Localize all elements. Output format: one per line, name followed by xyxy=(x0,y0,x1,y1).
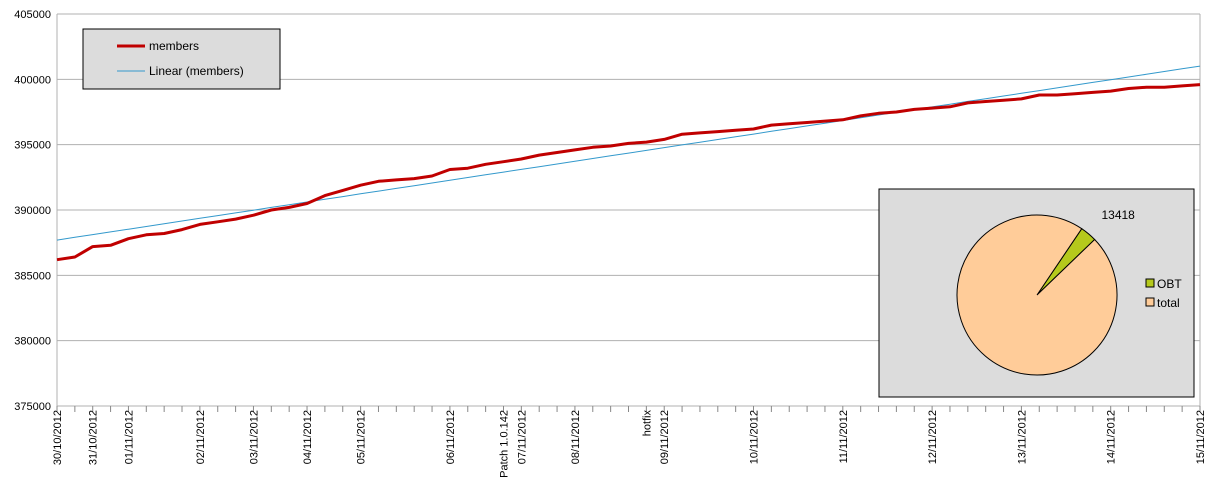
y-tick-label: 390000 xyxy=(14,205,51,217)
line-series xyxy=(56,83,1201,262)
x-tick-label: 10/11/2012 xyxy=(749,410,761,464)
x-tick-label: 02/11/2012 xyxy=(195,410,207,464)
x-tick-label: 05/11/2012 xyxy=(356,410,368,464)
y-tick-label: 405000 xyxy=(14,9,51,21)
x-tick-label: 14/11/2012 xyxy=(1106,410,1118,464)
legend-label: OBT xyxy=(1157,277,1182,291)
y-tick-label: 400000 xyxy=(14,74,51,86)
legend-label: members xyxy=(149,39,199,53)
x-tick-label: 31/10/2012 xyxy=(88,410,100,465)
x-tick-label: 12/11/2012 xyxy=(927,410,939,464)
x-tick-label: 03/11/2012 xyxy=(248,410,260,464)
legend-swatch xyxy=(1145,278,1155,288)
data-label: 13418 xyxy=(1101,208,1135,222)
legend-label: total xyxy=(1157,296,1180,310)
x-tick-label: 11/11/2012 xyxy=(838,410,850,463)
y-tick-label: 375000 xyxy=(14,401,51,413)
x-tick-label: 04/11/2012 xyxy=(302,410,314,464)
x-tick-label: 08/11/2012 xyxy=(570,410,582,464)
legend-box xyxy=(82,28,281,90)
x-tick-label: 13/11/2012 xyxy=(1016,410,1028,464)
x-tick-label: 01/11/2012 xyxy=(123,410,135,464)
line-series xyxy=(56,65,1201,241)
x-tick-label: hotfix xyxy=(641,410,653,437)
legend-label: Linear (members) xyxy=(149,64,244,78)
pie-slice xyxy=(956,214,1118,376)
x-tick-label: Patch 1.0.142 xyxy=(498,410,510,478)
y-tick-label: 385000 xyxy=(14,270,51,282)
legend-swatch xyxy=(1145,297,1155,307)
y-tick-label: 380000 xyxy=(14,336,51,348)
x-tick-label: 07/11/2012 xyxy=(516,410,528,464)
y-tick-label: 395000 xyxy=(14,140,51,152)
x-tick-label: 06/11/2012 xyxy=(445,410,457,464)
x-tick-label: 15/11/2012 xyxy=(1195,410,1207,464)
x-tick-label: 09/11/2012 xyxy=(659,410,671,464)
x-tick-label: 30/10/2012 xyxy=(52,410,64,465)
